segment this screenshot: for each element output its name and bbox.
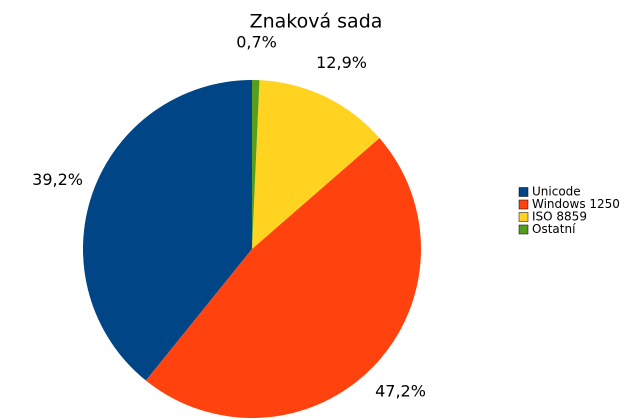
data-label: 0,7% xyxy=(236,32,277,51)
data-label: 47,2% xyxy=(375,382,426,401)
pie-slice xyxy=(252,80,380,249)
legend-label: Windows 1250 xyxy=(532,197,620,211)
legend-label: Unicode xyxy=(532,185,581,199)
legend-swatch xyxy=(518,212,529,222)
legend-swatch xyxy=(518,199,529,210)
legend-swatch xyxy=(518,224,529,235)
legend-label: Ostatní xyxy=(532,222,576,236)
data-label: 12,9% xyxy=(316,53,367,72)
pie-slice xyxy=(252,80,260,249)
legend-swatch xyxy=(518,187,529,197)
legend-label: ISO 8859 xyxy=(532,210,587,224)
pie-slice xyxy=(145,138,422,419)
pie-slice xyxy=(83,80,252,381)
chart-title: Znaková sada xyxy=(250,11,383,33)
data-label: 39,2% xyxy=(32,170,83,189)
